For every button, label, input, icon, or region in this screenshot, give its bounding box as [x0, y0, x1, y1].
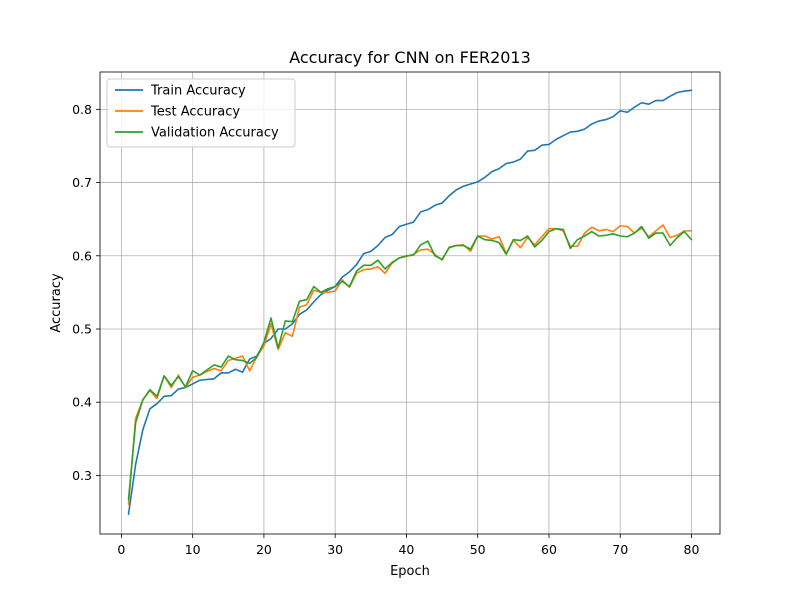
- validation-accuracy-line: [127, 225, 693, 501]
- y-tick-label: 0.3: [72, 468, 92, 483]
- axis-ticks: 0 10 20 30 40 50 60 70 80 0.3 0.4 0.5 0.6 0.7 0.8: [72, 102, 699, 557]
- x-tick-label: 0: [117, 542, 125, 557]
- x-tick-label: 80: [684, 542, 700, 557]
- y-axis-label: Accuracy: [49, 273, 64, 333]
- x-tick-label: 20: [256, 542, 272, 557]
- validation-accuracy-legend-label: Validation Accuracy: [151, 126, 279, 141]
- y-tick-label: 0.8: [72, 102, 92, 117]
- data-series: [127, 89, 693, 516]
- x-axis-label: Epoch: [390, 564, 430, 579]
- x-tick-label: 30: [327, 542, 343, 557]
- x-tick-label: 10: [185, 542, 201, 557]
- chart-title: Accuracy for CNN on FER2013: [289, 48, 531, 67]
- y-tick-label: 0.5: [72, 321, 92, 336]
- x-tick-label: 50: [470, 542, 486, 557]
- x-tick-label: 70: [612, 542, 628, 557]
- legend: Train Accuracy Test Accuracy Validation Ac…: [106, 78, 296, 148]
- x-tick-label: 40: [398, 542, 414, 557]
- y-tick-label: 0.6: [72, 248, 92, 263]
- y-tick-label: 0.7: [72, 175, 92, 190]
- legend-frame: [106, 78, 296, 148]
- x-tick-label: 60: [541, 542, 557, 557]
- test-accuracy-legend-label: Test Accuracy: [150, 105, 240, 120]
- plot-frame: [99, 71, 721, 535]
- y-tick-label: 0.4: [72, 395, 92, 410]
- train-accuracy-legend-label: Train Accuracy: [150, 84, 246, 99]
- train-accuracy-line: [127, 89, 693, 516]
